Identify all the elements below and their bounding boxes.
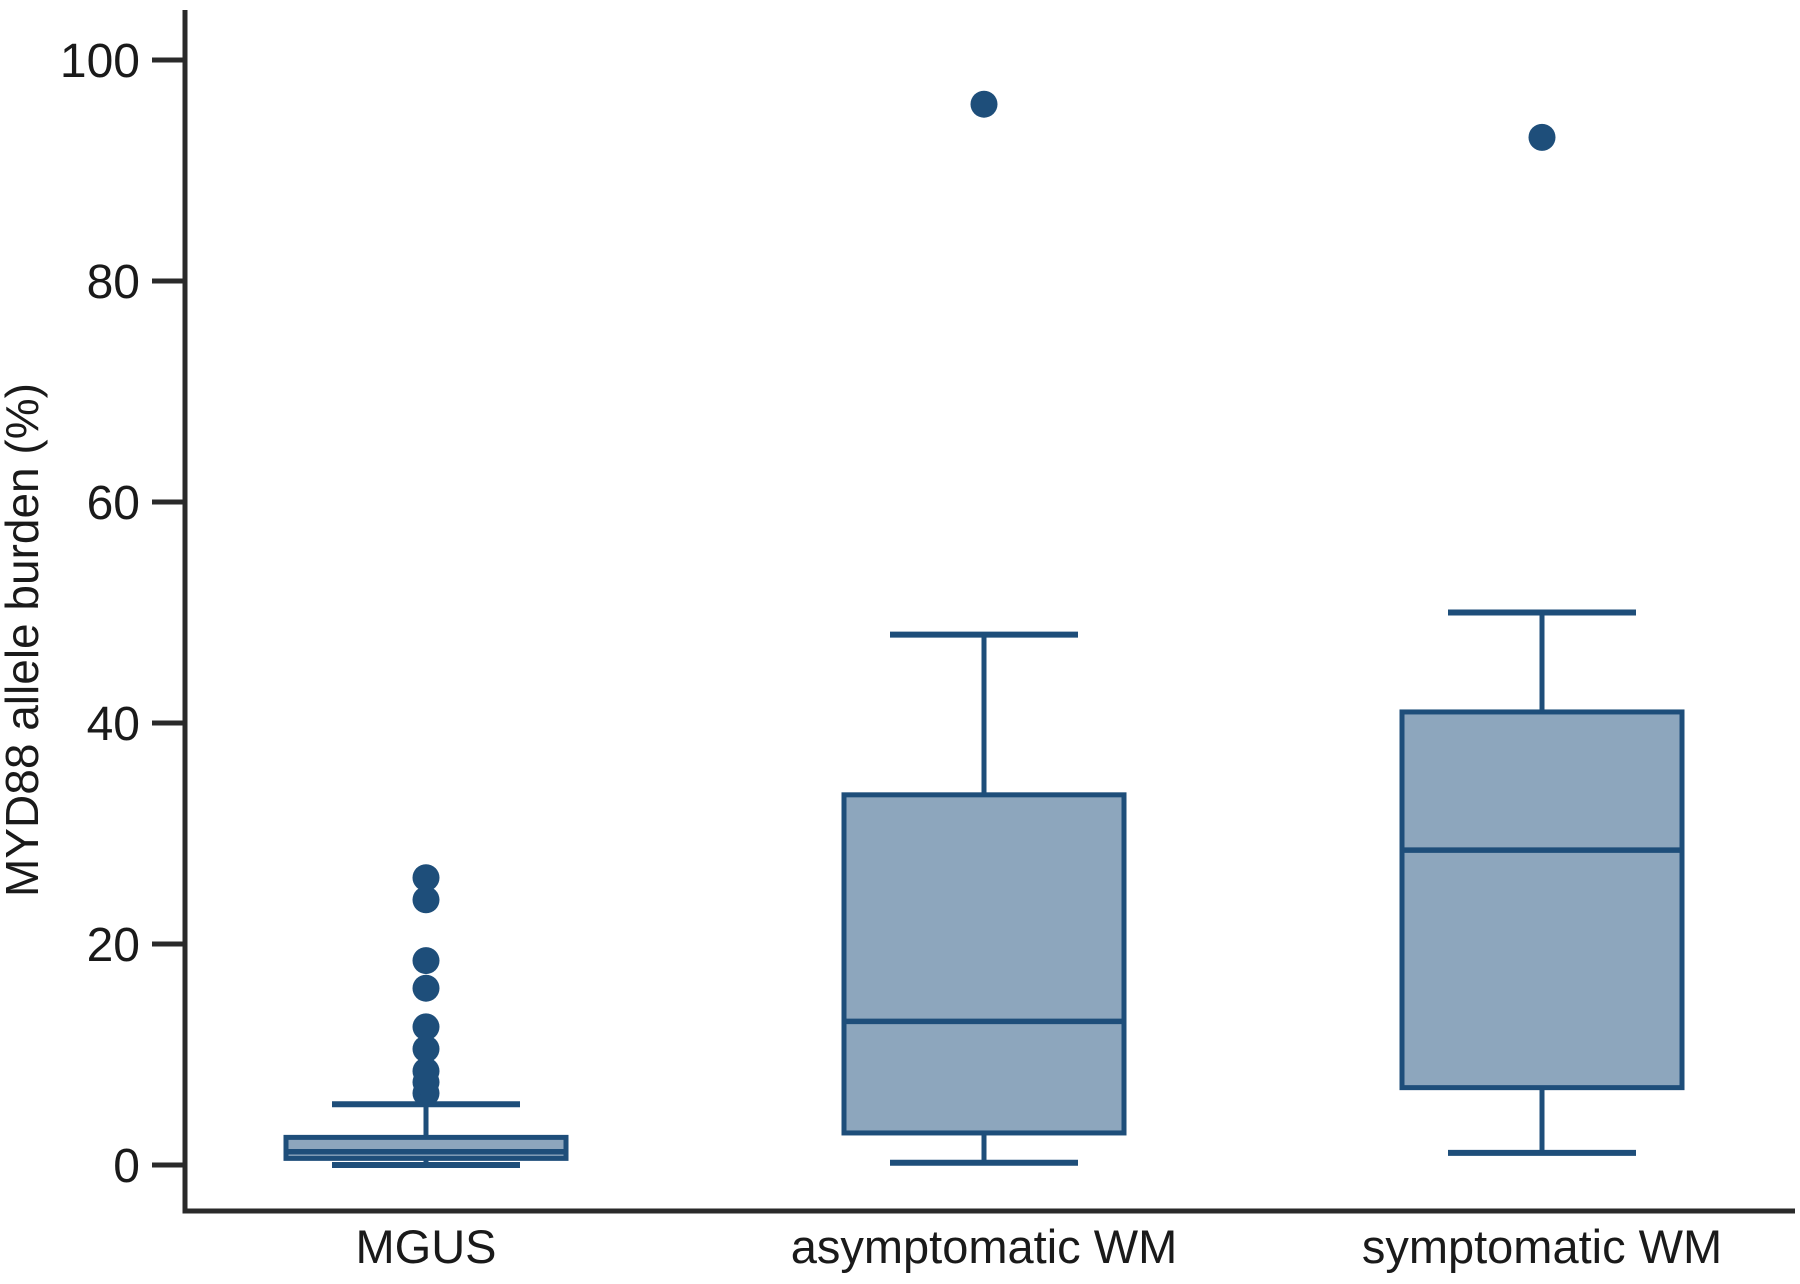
category-label: MGUS [356, 1220, 497, 1273]
category-label: asymptomatic WM [791, 1220, 1178, 1273]
outlier-dot [412, 1035, 440, 1063]
y-tick-label: 100 [60, 35, 140, 88]
y-tick-label: 60 [87, 477, 140, 530]
box-asymptomatic-wm [841, 792, 1127, 1136]
outlier-dot [412, 864, 440, 892]
y-tick-label: 40 [87, 698, 140, 751]
y-axis-title: MYD88 allele burden (%) [0, 383, 48, 897]
category-label: symptomatic WM [1362, 1220, 1722, 1273]
outlier-dot [970, 90, 998, 118]
box-symptomatic-wm [1399, 709, 1685, 1091]
outlier-dot [412, 974, 440, 1002]
y-tick-label: 0 [113, 1140, 140, 1193]
outlier-dot [1528, 123, 1556, 151]
outlier-dot [412, 1013, 440, 1041]
y-tick-label: 80 [87, 256, 140, 309]
outlier-dot [412, 947, 440, 975]
outlier-dot [412, 886, 440, 914]
box-mgus [283, 1134, 569, 1161]
y-tick-label: 20 [87, 919, 140, 972]
outlier-dot [412, 1057, 440, 1085]
